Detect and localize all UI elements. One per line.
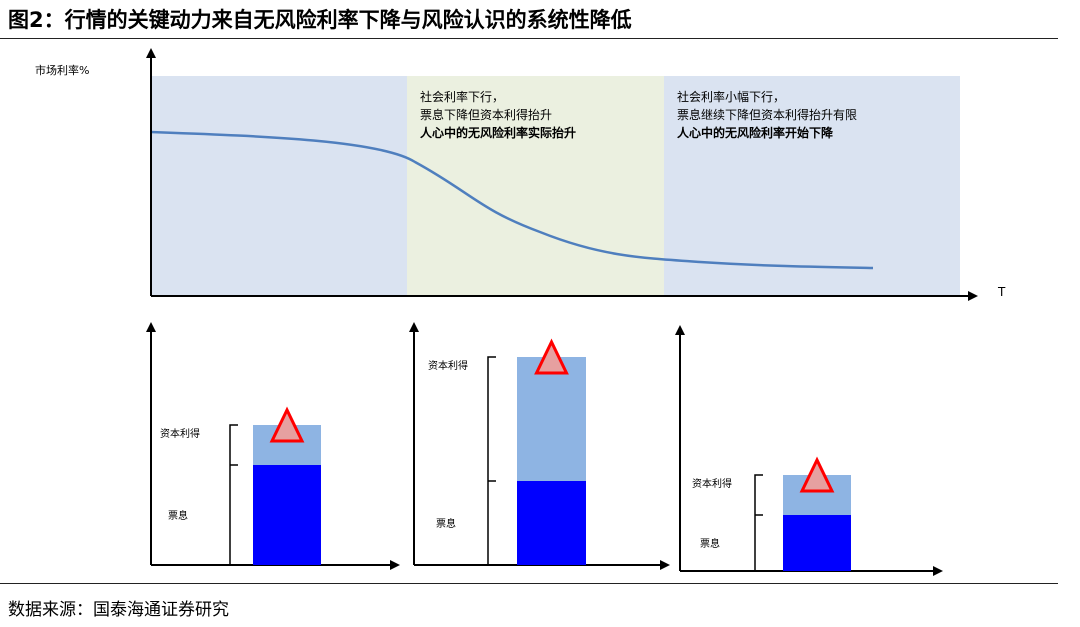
rate-curve [150,130,874,270]
panel-2-bracket [487,356,496,566]
panel-3-coupon-label: 票息 [700,537,720,550]
panel-2-increase-triangle-icon [534,338,569,375]
phase-2-line-2: 票息下降但资本利得抬升 [420,107,552,122]
phase-3-line-1: 社会利率小幅下行， [677,89,785,104]
panel-1-gain-label: 资本利得 [160,427,200,440]
panel-1-coupon-bar [253,465,321,565]
panel-1-bracket [229,424,238,566]
panel-1-x-arrow-icon [390,560,400,570]
phase-2-line-1: 社会利率下行， [420,89,504,104]
panel-3-bracket [754,474,763,572]
panel-3-y-arrow-icon [675,325,685,335]
phase-2-bold-line: 人心中的无风险利率实际抬升 [420,125,576,140]
top-x-axis-label: T [997,285,1006,299]
figure-source: 数据来源：国泰海通证券研究 [8,600,229,620]
phase-3-line-2: 票息继续下降但资本利得抬升有限 [677,107,857,122]
panel-1-increase-triangle-icon [269,406,305,443]
panel-2-gain-label: 资本利得 [428,359,468,372]
panel-2-coupon-bar [517,481,586,565]
panel-3-x-arrow-icon [933,566,943,576]
phase-1-background [151,76,407,296]
panel-2-y-arrow-icon [409,322,419,332]
panel-2-x-arrow-icon [660,560,670,570]
top-x-arrow-icon [968,291,978,301]
phase-2-background [407,76,664,296]
figure-title: 图2：行情的关键动力来自无风险利率下降与风险认识的系统性降低 [8,8,632,32]
panel-3-coupon-bar [783,515,851,571]
bottom-rule [0,583,1058,584]
top-rule [0,38,1058,39]
panel-2-gain-bar [517,357,586,481]
top-y-arrow-icon [146,48,156,58]
panel-2-coupon-label: 票息 [436,517,456,530]
panel-3-increase-triangle-icon [799,456,835,493]
phase-3-background [664,76,960,296]
panel-1-y-arrow-icon [146,322,156,332]
phase-3-bold-line: 人心中的无风险利率开始下降 [677,125,834,140]
panel-1-coupon-label: 票息 [168,509,188,522]
top-y-axis-label: 市场利率% [35,63,89,77]
panel-3-gain-label: 资本利得 [692,477,732,490]
